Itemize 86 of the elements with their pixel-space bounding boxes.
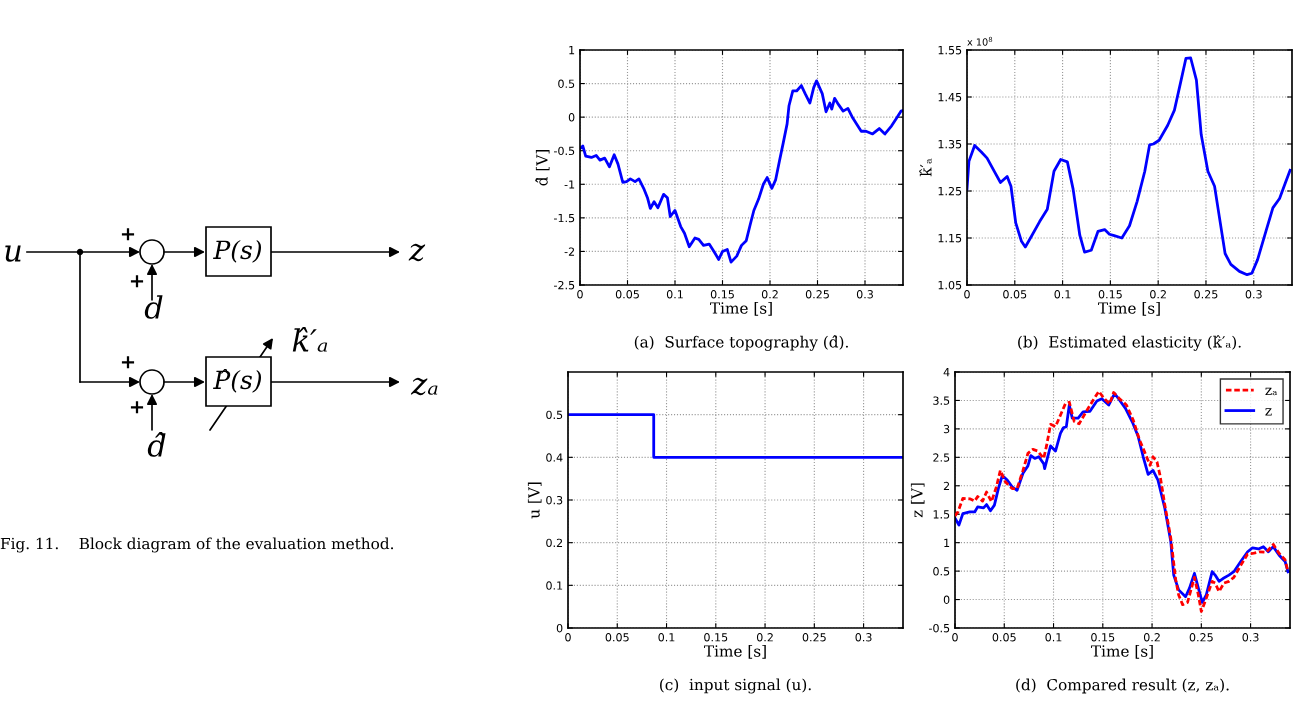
x-tick-label: 0 — [964, 290, 970, 299]
text: P(s) — [213, 239, 262, 263]
y-axis-title: u [V] — [527, 482, 542, 519]
x-tick-label: 0.1 — [1054, 290, 1071, 299]
x-tick-label: 0.1 — [1045, 633, 1062, 642]
y-tick-label: 0.1 — [546, 581, 563, 590]
y-axis-title: k̂′ₐ — [919, 158, 932, 177]
caption: Fig. 11. Block diagram of the evaluation method. — [0, 537, 394, 553]
y-tick-label: 0.5 — [546, 410, 563, 420]
text: x 10$^{8}$ — [967, 36, 993, 46]
x-tick-label: 0.1 — [658, 633, 675, 642]
x-axis-title: Time [s] — [1098, 302, 1160, 316]
text: d — [144, 295, 163, 319]
x-axis-title: Time [s] — [704, 645, 766, 659]
text: + — [121, 228, 135, 241]
x-tick-label: 0.05 — [1003, 290, 1027, 299]
y-tick-label: -0.5 — [929, 623, 950, 633]
y-tick-label: 0.5 — [558, 79, 575, 88]
x-tick-label: 0.3 — [855, 633, 872, 642]
text: P̂(s) — [213, 368, 262, 393]
text: (b) Estimated elasticity (k̂′ₐ). — [1018, 335, 1241, 351]
x-tick-label: 0.3 — [1242, 633, 1259, 642]
x-tick-label: 0.2 — [1150, 290, 1166, 299]
text: + — [130, 275, 144, 288]
y-tick-label: 1 — [944, 538, 950, 547]
y-tick-label: 3.5 — [933, 396, 950, 405]
y-tick-label: -1.5 — [554, 213, 575, 223]
text: + — [130, 401, 144, 414]
x-tick-label: 0.2 — [1143, 633, 1160, 642]
y-tick-label: 0.5 — [933, 567, 950, 576]
x-tick-label: 0.3 — [856, 290, 873, 299]
y-tick-label: 0 — [568, 113, 575, 122]
x-tick-label: 0.15 — [710, 290, 734, 299]
y-tick-label: 1.05 — [938, 280, 962, 290]
text: (a) Surface topography (d̂). — [634, 335, 848, 351]
line-series — [580, 79, 903, 264]
x-tick-label: 0.15 — [1091, 633, 1115, 642]
y-axis-title: d̂ [V] — [535, 150, 550, 186]
y-axis-title: z [V] — [910, 483, 925, 518]
y-tick-label: 2 — [943, 481, 950, 490]
x-tick-label: 0.05 — [992, 633, 1016, 642]
text: u — [5, 245, 21, 262]
text: z — [408, 243, 426, 262]
x-axis-title: Time [s] — [710, 302, 772, 316]
legend-label: z — [1265, 408, 1272, 416]
y-tick-label: 1.45 — [938, 93, 962, 102]
x-tick-label: 0.25 — [1194, 290, 1218, 299]
x-tick-label: 0.15 — [704, 633, 728, 642]
x-tick-label: 0.3 — [1245, 290, 1262, 299]
y-tick-label: 1.35 — [938, 139, 962, 149]
y-tick-label: 1.5 — [933, 510, 950, 519]
y-tick-label: -0.5 — [554, 146, 575, 156]
x-tick-label: 0.05 — [615, 290, 639, 299]
legend-label: zₐ — [1265, 387, 1278, 396]
y-tick-label: 0.3 — [546, 495, 563, 505]
text: (c) input signal (u). — [660, 678, 811, 694]
x-tick-label: 0.2 — [756, 633, 773, 642]
y-tick-label: 2.5 — [933, 453, 950, 462]
x-tick-label: 0.25 — [1189, 633, 1213, 642]
y-tick-label: 0.2 — [546, 538, 563, 548]
line-series — [967, 56, 1292, 277]
text: k̂′ₐ — [292, 326, 328, 352]
text: + — [121, 356, 135, 369]
y-tick-label: -1 — [564, 180, 575, 189]
x-tick-label: 0.2 — [761, 290, 778, 299]
y-tick-label: -2 — [564, 247, 575, 256]
y-tick-label: 1.55 — [938, 46, 962, 55]
y-tick-label: 4 — [943, 368, 950, 377]
y-tick-label: 1.25 — [938, 186, 962, 196]
y-tick-label: 0.4 — [546, 453, 563, 462]
y-tick-label: 0 — [943, 595, 950, 604]
x-tick-label: 0.25 — [805, 290, 829, 299]
y-tick-label: 1.15 — [938, 234, 962, 243]
y-tick-label: 0 — [556, 623, 563, 633]
text: d̂ — [147, 431, 166, 457]
x-axis-title: Time [s] — [1091, 645, 1153, 659]
y-tick-label: 1 — [569, 46, 575, 55]
y-tick-label: 3 — [943, 424, 950, 434]
x-tick-label: 0.1 — [666, 290, 683, 299]
text: (d) Compared result (z, zₐ). — [1016, 678, 1229, 694]
x-tick-label: 0.15 — [1098, 290, 1122, 299]
text: zₐ — [410, 377, 438, 396]
x-tick-label: 0.05 — [605, 633, 629, 642]
x-tick-label: 0.25 — [802, 633, 826, 642]
y-tick-label: -2.5 — [554, 280, 575, 290]
x-tick-label: 0 — [577, 290, 583, 299]
